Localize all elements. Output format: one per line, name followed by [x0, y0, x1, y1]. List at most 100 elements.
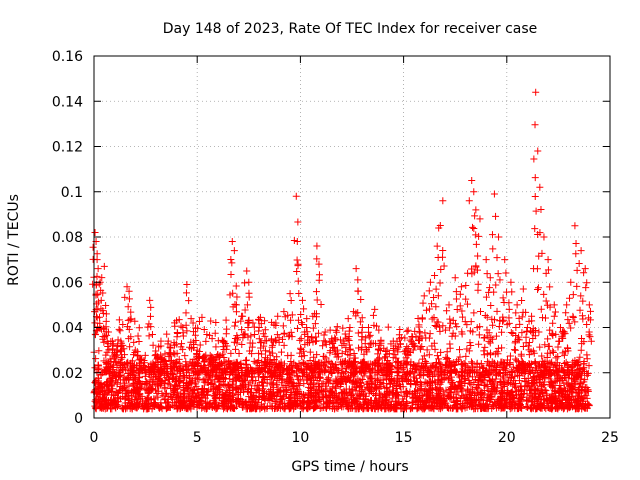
- data-point: [426, 305, 434, 313]
- data-point: [428, 315, 436, 323]
- baseline-point: [563, 344, 571, 352]
- data-point: [280, 308, 288, 316]
- baseline-point: [210, 392, 218, 400]
- baseline-point: [508, 388, 516, 396]
- data-point: [369, 311, 377, 319]
- baseline-point: [297, 335, 305, 343]
- x-axis-ticks: 0 5 10 15 20 25: [90, 56, 619, 446]
- baseline-point: [401, 401, 409, 409]
- data-point: [99, 307, 107, 315]
- data-point: [369, 340, 377, 348]
- baseline-point: [373, 383, 381, 391]
- baseline-point: [367, 387, 375, 395]
- data-point: [530, 155, 538, 163]
- data-point: [579, 315, 587, 323]
- grid-lines: [94, 56, 610, 418]
- baseline-point: [240, 376, 248, 384]
- baseline-point: [422, 399, 430, 407]
- baseline-point: [333, 323, 341, 331]
- baseline-point: [283, 364, 291, 372]
- data-point: [431, 321, 439, 329]
- data-point: [583, 279, 591, 287]
- baseline-point: [549, 383, 557, 391]
- baseline-point: [260, 394, 268, 402]
- baseline-point: [288, 388, 296, 396]
- baseline-point: [317, 364, 325, 372]
- data-point: [172, 340, 180, 348]
- baseline-point: [232, 345, 240, 353]
- y-tick-label: 0.12: [52, 140, 83, 156]
- baseline-point: [408, 368, 416, 376]
- data-point: [525, 338, 533, 346]
- baseline-point: [292, 403, 300, 411]
- data-point: [572, 250, 580, 258]
- data-point: [571, 318, 579, 326]
- data-point: [430, 293, 438, 301]
- baseline-point: [303, 315, 311, 323]
- y-tick-label: 0: [74, 411, 83, 427]
- baseline-point: [510, 382, 518, 390]
- data-point: [482, 293, 490, 301]
- baseline-point: [486, 339, 494, 347]
- baseline-point: [480, 404, 488, 412]
- baseline-point: [420, 352, 428, 360]
- baseline-point: [130, 338, 138, 346]
- data-point: [474, 286, 482, 294]
- baseline-point: [547, 378, 555, 386]
- data-point: [531, 193, 539, 201]
- baseline-point: [375, 389, 383, 397]
- baseline-point: [546, 359, 554, 367]
- baseline-point: [244, 373, 252, 381]
- y-tick-label: 0.02: [52, 366, 83, 382]
- data-point: [551, 308, 559, 316]
- baseline-point: [488, 375, 496, 383]
- baseline-point: [334, 378, 342, 386]
- baseline-point: [194, 362, 202, 370]
- data-point: [100, 262, 108, 270]
- data-point: [187, 345, 195, 353]
- baseline-point: [318, 380, 326, 388]
- data-point: [473, 324, 481, 332]
- baseline-point: [456, 346, 464, 354]
- data-point: [358, 336, 366, 344]
- baseline-point: [292, 367, 300, 375]
- data-point: [365, 333, 373, 341]
- data-point: [238, 340, 246, 348]
- data-point: [239, 312, 247, 320]
- baseline-point: [505, 395, 513, 403]
- baseline-point: [312, 337, 320, 345]
- data-point: [583, 320, 591, 328]
- baseline-point: [295, 375, 303, 383]
- data-point: [534, 284, 542, 292]
- baseline-point: [546, 349, 554, 357]
- baseline-point: [498, 317, 506, 325]
- data-point: [468, 270, 476, 278]
- data-point: [93, 272, 101, 280]
- baseline-point: [212, 404, 220, 412]
- data-point: [474, 252, 482, 260]
- data-point: [406, 336, 414, 344]
- baseline-point: [179, 401, 187, 409]
- data-point: [165, 349, 173, 357]
- baseline-point: [581, 386, 589, 394]
- baseline-point: [530, 400, 538, 408]
- data-point: [284, 311, 292, 319]
- baseline-point: [223, 364, 231, 372]
- baseline-point: [517, 350, 525, 358]
- baseline-point: [199, 403, 207, 411]
- baseline-point: [562, 398, 570, 406]
- baseline-point: [189, 392, 197, 400]
- baseline-point: [172, 402, 180, 410]
- data-point: [502, 269, 510, 277]
- data-point: [179, 345, 187, 353]
- baseline-point: [174, 388, 182, 396]
- baseline-point: [511, 368, 519, 376]
- data-point: [102, 310, 110, 318]
- data-point: [505, 299, 513, 307]
- data-point: [312, 288, 320, 296]
- baseline-point: [464, 363, 472, 371]
- baseline-point: [279, 368, 287, 376]
- baseline-point: [532, 394, 540, 402]
- data-point: [232, 282, 240, 290]
- baseline-point: [186, 375, 194, 383]
